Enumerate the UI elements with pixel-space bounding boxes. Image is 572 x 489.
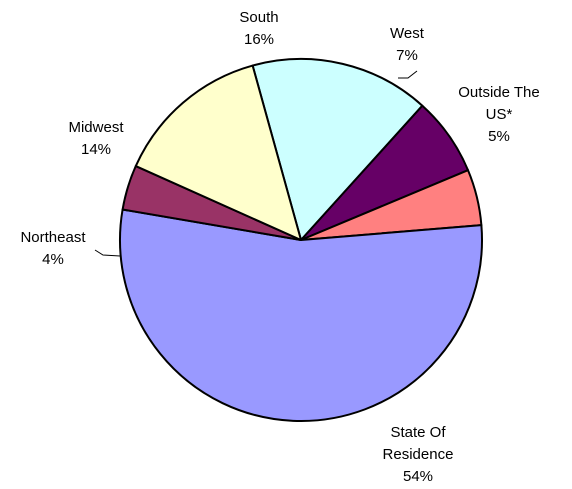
pie-slices <box>119 58 483 422</box>
label-midwest: Midwest 14% <box>68 119 124 158</box>
slice-labels: South 16% West 7% Outside The US* 5% State Of Re… <box>20 9 539 485</box>
label-text: US* <box>486 106 513 123</box>
slice-midwest <box>134 64 302 241</box>
slice-south <box>251 58 424 241</box>
leader-line-northeast <box>94 249 121 257</box>
label-outside-the-us: Outside The US* 5% <box>458 84 539 145</box>
label-south: South 16% <box>239 9 278 48</box>
label-text: South <box>239 9 278 26</box>
label-percent: 54% <box>403 468 433 485</box>
label-northeast: Northeast 4% <box>20 229 86 268</box>
label-text: State Of <box>390 424 446 441</box>
label-percent: 7% <box>396 47 418 64</box>
label-text: Outside The <box>458 84 539 101</box>
label-text: Northeast <box>20 229 86 246</box>
label-percent: 5% <box>488 128 510 145</box>
label-west: West 7% <box>390 25 425 64</box>
slice-state-of-residence <box>119 208 483 422</box>
label-percent: 4% <box>42 251 64 268</box>
label-percent: 16% <box>244 31 274 48</box>
label-text: West <box>390 25 425 42</box>
leader-lines <box>94 70 418 257</box>
label-percent: 14% <box>81 141 111 158</box>
label-text: Residence <box>383 446 454 463</box>
leader-line-west <box>398 70 418 79</box>
label-text: Midwest <box>68 119 124 136</box>
label-state-of-residence: State Of Residence 54% <box>383 424 454 485</box>
